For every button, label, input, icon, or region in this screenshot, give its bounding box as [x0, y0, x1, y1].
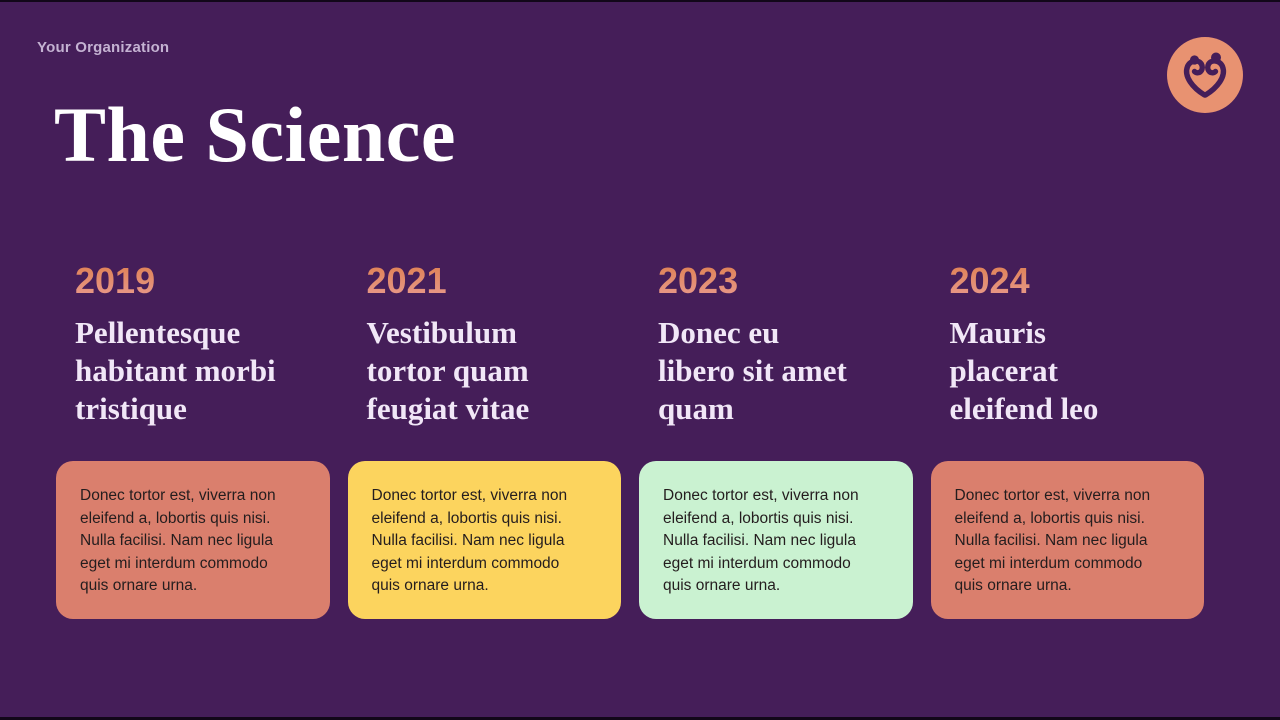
timeline-card: Donec tortor est, viverra non eleifend a… [56, 461, 330, 619]
timeline-card: Donec tortor est, viverra non eleifend a… [930, 461, 1204, 619]
timeline-card-text: Donec tortor est, viverra non eleifend a… [954, 487, 1151, 595]
timeline-year: 2023 [658, 262, 913, 300]
timeline-card-text: Donec tortor est, viverra non eleifend a… [80, 487, 276, 595]
timeline-heading: Vestibulum tortor quam feugiat vitae [366, 315, 530, 426]
logo [1167, 37, 1243, 113]
timeline-year: 2019 [75, 262, 330, 300]
timeline-year: 2024 [950, 262, 1205, 300]
page-title: The Science [54, 91, 456, 178]
timeline-column-2019: 2019 Pellentesque habitant morbi tristiq… [56, 262, 330, 619]
timeline-card-text: Donec tortor est, viverra non eleifend a… [663, 487, 859, 595]
people-heart-icon [1167, 37, 1243, 113]
timeline-column-2024: 2024 Mauris placerat eleifend leo Donec … [930, 262, 1205, 619]
timeline-heading: Pellentesque habitant morbi tristique [75, 315, 276, 426]
timeline-heading: Mauris placerat eleifend leo [949, 315, 1099, 426]
timeline-heading: Donec eu libero sit amet quam [658, 315, 847, 426]
organization-name: Your Organization [37, 39, 170, 56]
timeline: 2019 Pellentesque habitant morbi tristiq… [56, 262, 1204, 619]
bottom-edge-bar [0, 717, 1280, 720]
timeline-card: Donec tortor est, viverra non eleifend a… [347, 461, 621, 619]
timeline-card-text: Donec tortor est, viverra non eleifend a… [371, 487, 568, 595]
timeline-card: Donec tortor est, viverra non eleifend a… [639, 461, 913, 619]
timeline-column-2021: 2021 Vestibulum tortor quam feugiat vita… [347, 262, 622, 619]
timeline-year: 2021 [367, 262, 622, 300]
timeline-column-2023: 2023 Donec eu libero sit amet quam Donec… [639, 262, 913, 619]
top-edge-bar [0, 0, 1280, 2]
